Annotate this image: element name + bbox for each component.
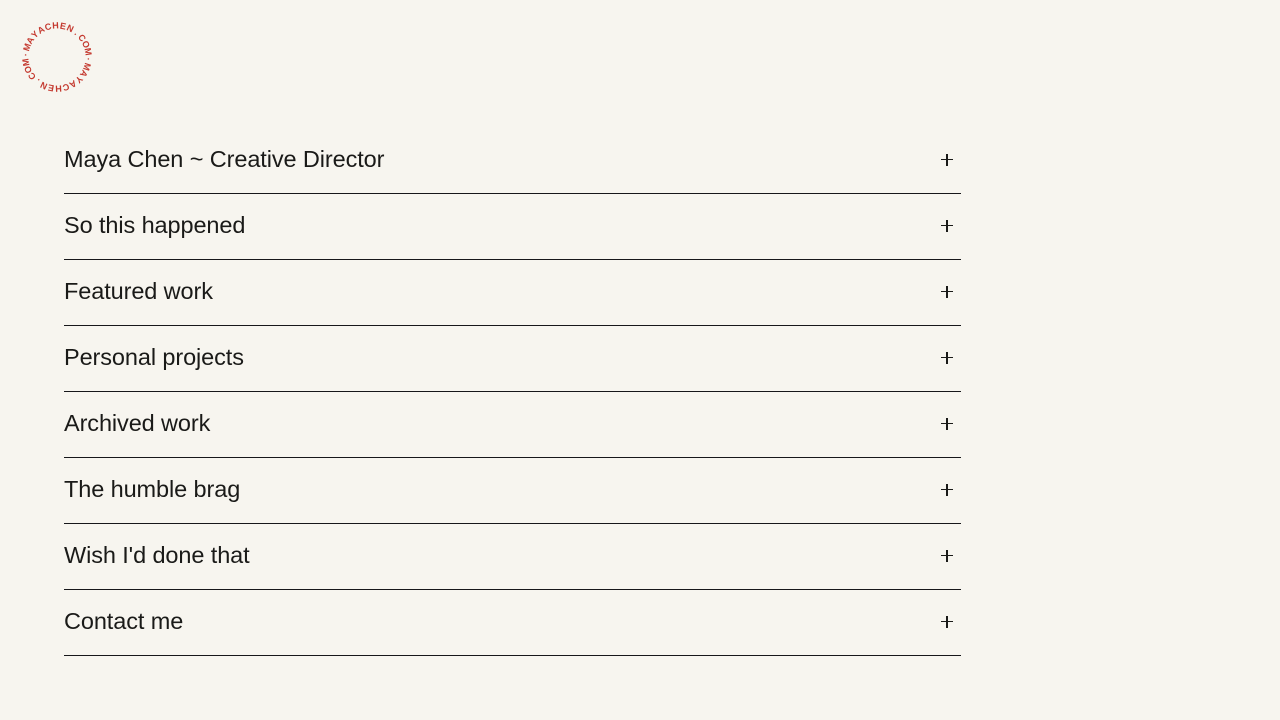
plus-icon[interactable]: [939, 284, 955, 300]
svg-text:A: A: [78, 68, 90, 79]
svg-text:C: C: [61, 81, 71, 93]
accordion-row-wish-id-done-that[interactable]: Wish I'd done that: [64, 524, 961, 590]
svg-text:H: H: [55, 83, 62, 93]
svg-text:A: A: [24, 35, 36, 46]
svg-text:.: .: [73, 28, 81, 37]
plus-icon[interactable]: [939, 614, 955, 630]
plus-icon[interactable]: [939, 548, 955, 564]
svg-text:M: M: [81, 62, 93, 72]
svg-text:·: ·: [20, 53, 30, 57]
svg-text:M: M: [21, 42, 33, 52]
accordion-row-so-this-happened[interactable]: So this happened: [64, 194, 961, 260]
accordion-label: Wish I'd done that: [64, 541, 250, 568]
plus-icon[interactable]: [939, 152, 955, 168]
plus-icon[interactable]: [939, 482, 955, 498]
accordion-label: Personal projects: [64, 343, 244, 370]
accordion-row-contact-me[interactable]: Contact me: [64, 590, 961, 656]
svg-text:Y: Y: [29, 29, 40, 40]
accordion-row-archived-work[interactable]: Archived work: [64, 392, 961, 458]
accordion-label: Contact me: [64, 607, 184, 634]
svg-text:·: ·: [83, 57, 93, 61]
accordion-row-maya-chen-creative-director[interactable]: Maya Chen ~ Creative Director: [64, 128, 961, 194]
accordion-label: Featured work: [64, 277, 213, 304]
svg-text:E: E: [59, 21, 67, 32]
plus-icon[interactable]: [939, 416, 955, 432]
svg-text:O: O: [22, 64, 34, 74]
accordion-row-featured-work[interactable]: Featured work: [64, 260, 961, 326]
svg-text:M: M: [82, 47, 93, 56]
svg-text:M: M: [20, 58, 31, 67]
svg-text:E: E: [47, 82, 55, 93]
svg-text:C: C: [76, 32, 88, 44]
svg-text:A: A: [36, 24, 47, 36]
svg-text:.: .: [33, 77, 41, 86]
svg-text:N: N: [65, 23, 75, 35]
svg-text:O: O: [80, 39, 92, 49]
accordion-label: The humble brag: [64, 475, 241, 502]
plus-icon[interactable]: [939, 350, 955, 366]
svg-text:Y: Y: [73, 74, 84, 85]
accordion-label: Maya Chen ~ Creative Director: [64, 145, 385, 172]
svg-text:C: C: [43, 21, 53, 33]
svg-text:C: C: [26, 70, 38, 82]
site-logo[interactable]: M A Y A C H E N. C O M · M A Y A C H E N. C O M ·: [14, 14, 100, 100]
accordion-row-the-humble-brag[interactable]: The humble brag: [64, 458, 961, 524]
svg-text:H: H: [52, 20, 59, 30]
accordion-label: So this happened: [64, 211, 246, 238]
plus-icon[interactable]: [939, 218, 955, 234]
section-accordion-list: Maya Chen ~ Creative Director So this ha…: [64, 128, 961, 656]
svg-text:A: A: [67, 78, 78, 90]
accordion-row-personal-projects[interactable]: Personal projects: [64, 326, 961, 392]
svg-text:N: N: [39, 80, 49, 92]
accordion-label: Archived work: [64, 409, 211, 436]
